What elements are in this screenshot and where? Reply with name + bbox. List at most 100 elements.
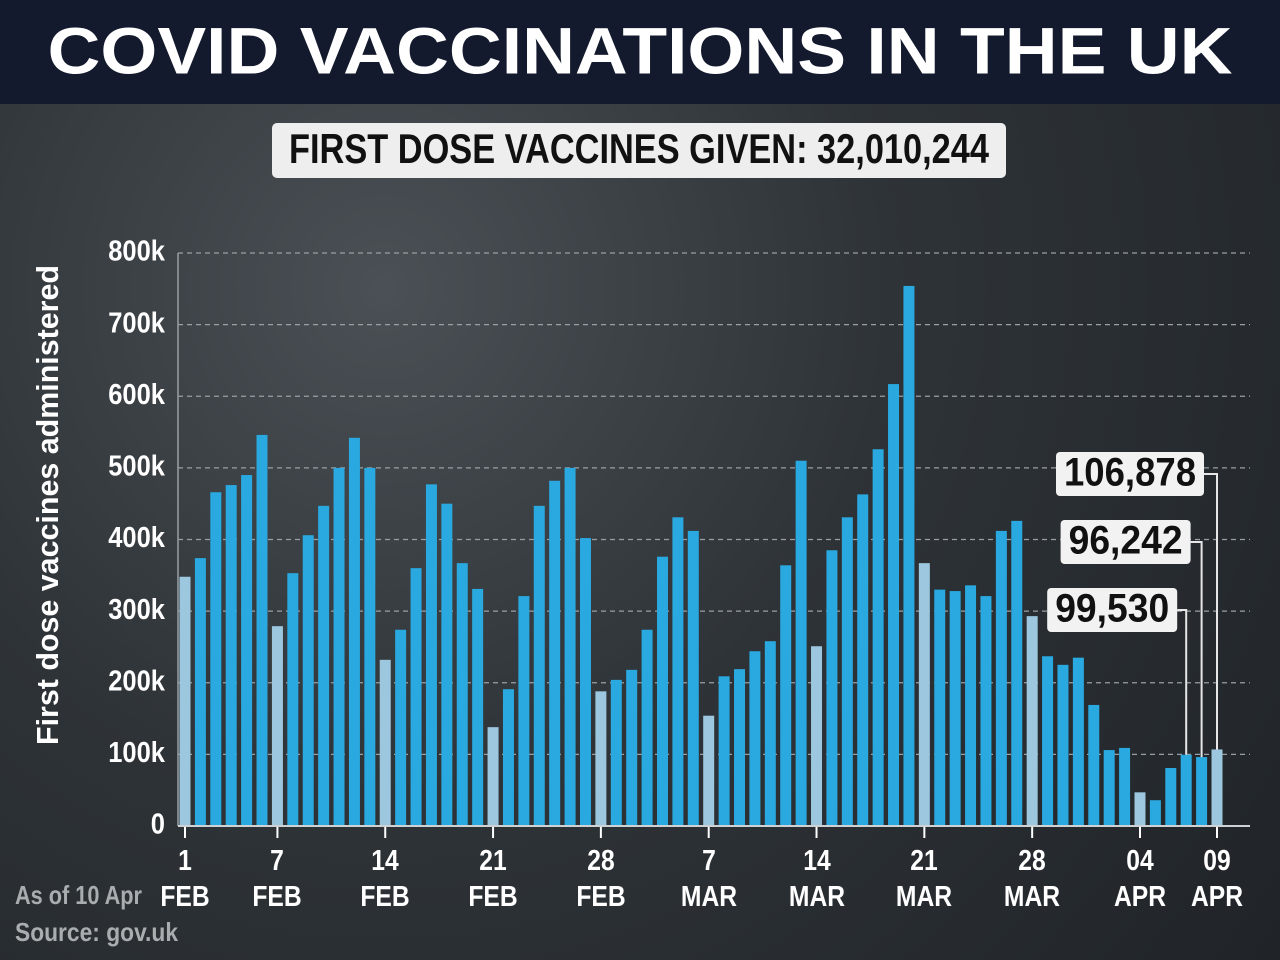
bar (302, 535, 314, 826)
source: Source: gov.uk (15, 917, 178, 947)
bar (533, 505, 545, 826)
bar (333, 467, 345, 826)
bar (780, 565, 792, 826)
bar (456, 563, 468, 826)
y-tick-label: 200k (108, 664, 165, 697)
leader-line (1177, 609, 1188, 755)
title-bar (0, 0, 1280, 104)
bar (1196, 757, 1208, 826)
bar (903, 285, 915, 826)
x-tick-label: 21 MAR (896, 845, 953, 913)
subtitle-box (272, 123, 1006, 178)
y-axis-label: First dose vaccines administered (30, 265, 65, 745)
value-label: 96,242 (1069, 519, 1183, 563)
bar (656, 556, 668, 826)
bar (1165, 767, 1177, 826)
leader-line (1190, 541, 1203, 758)
bar (672, 517, 684, 826)
bar (225, 485, 237, 826)
value-label: 106,878 (1064, 451, 1196, 495)
leader-line (1204, 473, 1218, 750)
value-label: 99,530 (1055, 587, 1169, 631)
bar (764, 641, 776, 826)
bar (841, 517, 853, 826)
bar (687, 530, 699, 826)
subtitle: FIRST DOSE VACCINES GIVEN: 32,010,244 (289, 125, 990, 172)
bar (472, 588, 484, 826)
x-tick-label: 09 APR (1190, 845, 1244, 913)
bar (441, 503, 453, 826)
bar (487, 727, 499, 826)
x-tick-label: 04 APR (1113, 845, 1167, 913)
bar (410, 568, 422, 826)
bar (857, 494, 869, 826)
bar (564, 467, 576, 826)
x-tick-label: 7 FEB (252, 845, 303, 913)
bar (595, 691, 607, 826)
bar (579, 538, 591, 826)
bar (348, 437, 360, 826)
bar (379, 659, 391, 826)
bar (364, 467, 376, 826)
y-tick-label: 500k (108, 449, 165, 482)
bar (194, 558, 206, 826)
y-tick-label: 400k (108, 521, 165, 554)
bar (1103, 750, 1115, 826)
bar (811, 646, 823, 826)
bar (980, 596, 992, 826)
label-box (1047, 588, 1178, 632)
bar (795, 460, 807, 826)
x-tick-label: 28 MAR (1004, 845, 1061, 913)
bar (1072, 657, 1084, 826)
bar (995, 530, 1007, 826)
footnote: As of 10 Apr (15, 880, 142, 910)
bar (641, 629, 653, 826)
bar (872, 449, 884, 826)
bar (718, 676, 730, 826)
label-box (1060, 520, 1191, 564)
bar (734, 669, 746, 826)
x-tick-label: 14 FEB (360, 845, 410, 913)
bar (749, 651, 761, 826)
bar (241, 475, 253, 826)
x-tick-label: 14 MAR (788, 845, 845, 913)
x-tick-label: 7 MAR (680, 845, 737, 913)
bar (1134, 792, 1146, 826)
bar (502, 689, 514, 826)
bar (1011, 520, 1023, 826)
x-tick-label: 21 FEB (468, 845, 518, 913)
bar (610, 679, 622, 826)
bar (1057, 664, 1069, 826)
y-tick-label: 800k (108, 234, 165, 267)
bar (1180, 754, 1192, 826)
bar (826, 550, 838, 826)
bar (1088, 704, 1100, 826)
bar (1119, 747, 1131, 826)
chart-title: COVID VACCINATIONS IN THE UK (48, 13, 1233, 87)
y-tick-label: 300k (108, 592, 165, 625)
bar (395, 629, 407, 826)
bar (1211, 749, 1223, 826)
bar (210, 492, 222, 826)
bar (965, 585, 977, 826)
bar (888, 384, 900, 826)
bar (1149, 800, 1161, 826)
bar (1042, 656, 1054, 826)
bar (626, 669, 638, 826)
bar (703, 715, 715, 826)
y-tick-label: 100k (108, 735, 165, 768)
bar (287, 573, 299, 826)
bar (934, 589, 946, 826)
bar (1026, 616, 1038, 826)
y-tick-label: 0 (151, 807, 165, 840)
bar (271, 626, 283, 826)
bar (425, 484, 437, 826)
y-tick-label: 600k (108, 377, 165, 410)
y-tick-label: 700k (108, 306, 165, 339)
bar (318, 505, 330, 826)
bar (518, 596, 530, 826)
x-tick-label: 28 FEB (576, 845, 626, 913)
bar (918, 563, 930, 826)
